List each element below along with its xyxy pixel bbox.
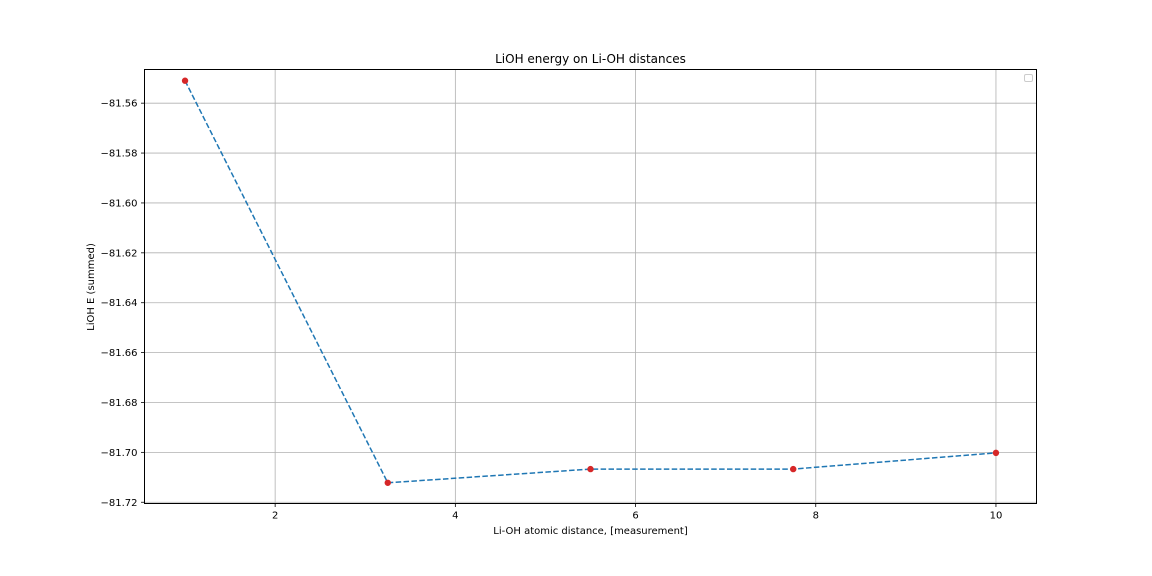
y-tick-label: −81.56 bbox=[100, 99, 137, 110]
x-tick-label: 10 bbox=[990, 511, 1003, 522]
x-tick-label: 8 bbox=[813, 511, 819, 522]
y-tick-label: −81.68 bbox=[100, 398, 137, 409]
data-point bbox=[181, 77, 189, 84]
y-tick-label: −81.60 bbox=[100, 198, 137, 209]
series-layer bbox=[181, 77, 1000, 486]
legend-box bbox=[1024, 74, 1033, 82]
y-tick-label: −81.72 bbox=[100, 498, 137, 509]
axis-ticks: 2 4 6 8 10 −81.56 −81.58 −81.60 −81.62 −81.64 −81.… bbox=[100, 99, 1002, 522]
series-line bbox=[184, 80, 997, 484]
data-point bbox=[384, 479, 391, 486]
x-axis-label: Li-OH atomic distance, [measurement] bbox=[493, 526, 688, 537]
plot-frame bbox=[144, 69, 1037, 504]
data-point bbox=[587, 465, 594, 473]
y-tick-label: −81.66 bbox=[100, 348, 137, 359]
x-tick-label: 6 bbox=[632, 511, 638, 522]
data-point bbox=[992, 449, 1000, 457]
y-axis-label: LiOH E (summed) bbox=[86, 243, 97, 331]
y-tick-label: −81.62 bbox=[100, 248, 137, 259]
x-tick-label: 2 bbox=[272, 511, 278, 522]
data-point bbox=[790, 465, 797, 473]
y-tick-label: −81.70 bbox=[100, 448, 137, 459]
x-tick-label: 4 bbox=[452, 511, 458, 522]
y-tick-label: −81.58 bbox=[100, 149, 137, 160]
chart-title: LiOH energy on Li-OH distances bbox=[495, 52, 686, 66]
grid-lines bbox=[144, 69, 1037, 504]
y-tick-label: −81.64 bbox=[100, 298, 137, 309]
